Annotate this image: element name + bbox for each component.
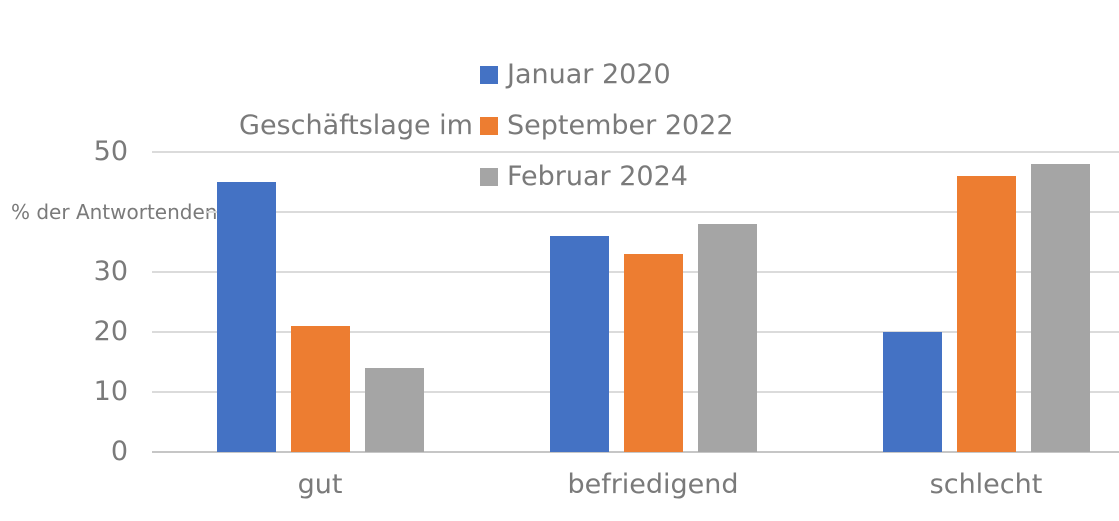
bar-befriedigend-september-2022 (624, 254, 683, 452)
legend-item-januar-2020: Januar 2020 (480, 58, 671, 92)
chart-title: Geschäftslage im (239, 110, 473, 141)
gridline-50 (152, 151, 1119, 153)
legend-item-februar-2024: Februar 2024 (480, 160, 688, 194)
bar-befriedigend-januar-2020 (550, 236, 609, 452)
gridline-40 (207, 211, 1119, 213)
bar-schlecht-januar-2020 (883, 332, 942, 452)
legend-label: Januar 2020 (507, 59, 671, 90)
x-label-gut: gut (297, 469, 343, 500)
legend-marker-icon (480, 66, 498, 84)
legend-item-september-2022: September 2022 (480, 109, 734, 143)
x-axis-line (152, 451, 1119, 453)
bar-schlecht-september-2022 (957, 176, 1016, 452)
bar-gut-september-2022 (291, 326, 350, 452)
bar-schlecht-februar-2024 (1031, 164, 1090, 452)
legend-marker-icon (480, 168, 498, 186)
y-axis-label: % der Antwortenden (11, 200, 218, 224)
legend-marker-icon (480, 117, 498, 135)
legend-label: September 2022 (507, 110, 734, 141)
x-label-befriedigend: befriedigend (567, 469, 739, 500)
y-tick-0: 0 (110, 436, 128, 467)
bar-gut-januar-2020 (217, 182, 276, 452)
y-tick-10: 10 (93, 376, 128, 407)
y-tick-20: 20 (93, 316, 128, 347)
bar-gut-februar-2024 (365, 368, 424, 452)
y-tick-30: 30 (93, 256, 128, 287)
legend-label: Februar 2024 (507, 161, 688, 192)
bar-befriedigend-februar-2024 (698, 224, 757, 452)
y-tick-50: 50 (93, 136, 128, 167)
x-label-schlecht: schlecht (929, 469, 1043, 500)
